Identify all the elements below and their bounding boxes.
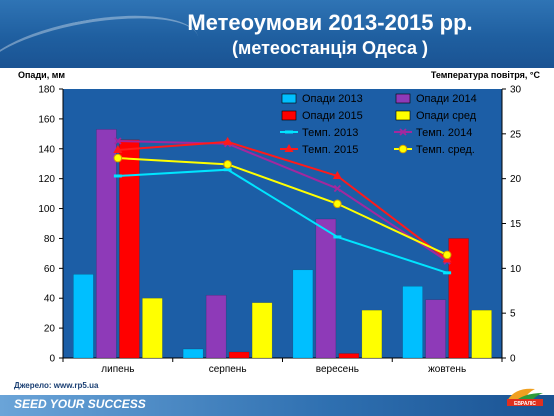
y-tick-label: 0 [49, 354, 55, 365]
legend-swatch [281, 110, 297, 121]
line-point [333, 199, 342, 209]
line-point [332, 170, 342, 179]
company-logo: ЕВРАЛІС [507, 388, 543, 407]
line-point [399, 128, 407, 136]
bar [425, 299, 446, 359]
bar [251, 302, 273, 359]
line-point [223, 136, 233, 145]
y2-tick-label: 20 [510, 174, 522, 185]
y-tick-label: 140 [38, 144, 55, 155]
y2-tick-label: 15 [510, 219, 522, 230]
x-tick-label: жовтень [428, 364, 466, 375]
legend-label: Опади 2015 [302, 110, 363, 122]
bar [228, 351, 250, 359]
y-tick-label: 160 [38, 114, 55, 125]
legend-label: Опади 2013 [302, 93, 363, 105]
line-point [284, 144, 294, 152]
legend-label: Темп. 2014 [416, 127, 472, 139]
line-point [114, 137, 122, 145]
legend-label: Темп. 2015 [302, 144, 358, 156]
x-tick-label: серпень [209, 364, 247, 375]
bar [96, 129, 117, 359]
line-point [333, 184, 342, 193]
bar [182, 348, 204, 359]
y2-tick-label: 10 [510, 264, 522, 275]
x-tick-label: вересень [316, 364, 359, 375]
legend-label: Опади 2014 [416, 93, 477, 105]
footer-bar [0, 395, 554, 416]
y-tick-label: 60 [44, 264, 56, 275]
legend-swatch [395, 93, 411, 104]
bar [448, 238, 469, 359]
y2-tick-label: 5 [510, 309, 516, 320]
bar [315, 218, 337, 359]
logo-text: ЕВРАЛІС [514, 401, 536, 407]
y-tick-label: 180 [38, 85, 55, 96]
x-tick-label: липень [101, 364, 134, 375]
y2-tick-label: 0 [510, 354, 516, 365]
legend-label: Опади сред [416, 110, 477, 122]
slide-title: Метеоумови 2013-2015 рр. [187, 10, 473, 35]
source-note: Джерело: www.rp5.ua [14, 381, 99, 390]
legend-label: Темп. 2013 [302, 127, 358, 139]
bar [119, 139, 140, 359]
line-point [398, 144, 408, 154]
y-axis-title: Опади, мм [18, 70, 66, 80]
line-point [113, 153, 123, 163]
line-series [117, 168, 448, 274]
line-point [223, 160, 232, 169]
y-tick-label: 40 [44, 294, 56, 305]
legend-label: Темп. сред. [416, 144, 475, 156]
bar [142, 297, 163, 359]
y2-tick-label: 25 [510, 129, 522, 140]
bar [205, 294, 227, 359]
line-point [113, 144, 123, 153]
bar [338, 353, 360, 359]
line-series [117, 157, 448, 256]
slogan: SEED YOUR SUCCESS [14, 397, 146, 411]
bar [471, 309, 492, 359]
legend-swatch [281, 93, 297, 104]
bar [361, 309, 383, 359]
slide-header [0, 0, 554, 112]
y-tick-label: 120 [38, 174, 55, 185]
bar [402, 286, 423, 359]
y2-tick-label: 30 [510, 85, 522, 96]
y-tick-label: 100 [38, 204, 55, 215]
legend-swatch [395, 110, 411, 121]
slide-subtitle: (метеостанція Одеса ) [232, 38, 428, 58]
line-series [117, 140, 448, 261]
y-tick-label: 80 [44, 234, 56, 245]
bar [73, 274, 94, 359]
line-point [442, 250, 452, 260]
line-series [117, 140, 448, 262]
bar [292, 269, 314, 359]
y2-axis-title: Температура повітря, °С [430, 70, 540, 80]
y-tick-label: 20 [44, 324, 56, 335]
